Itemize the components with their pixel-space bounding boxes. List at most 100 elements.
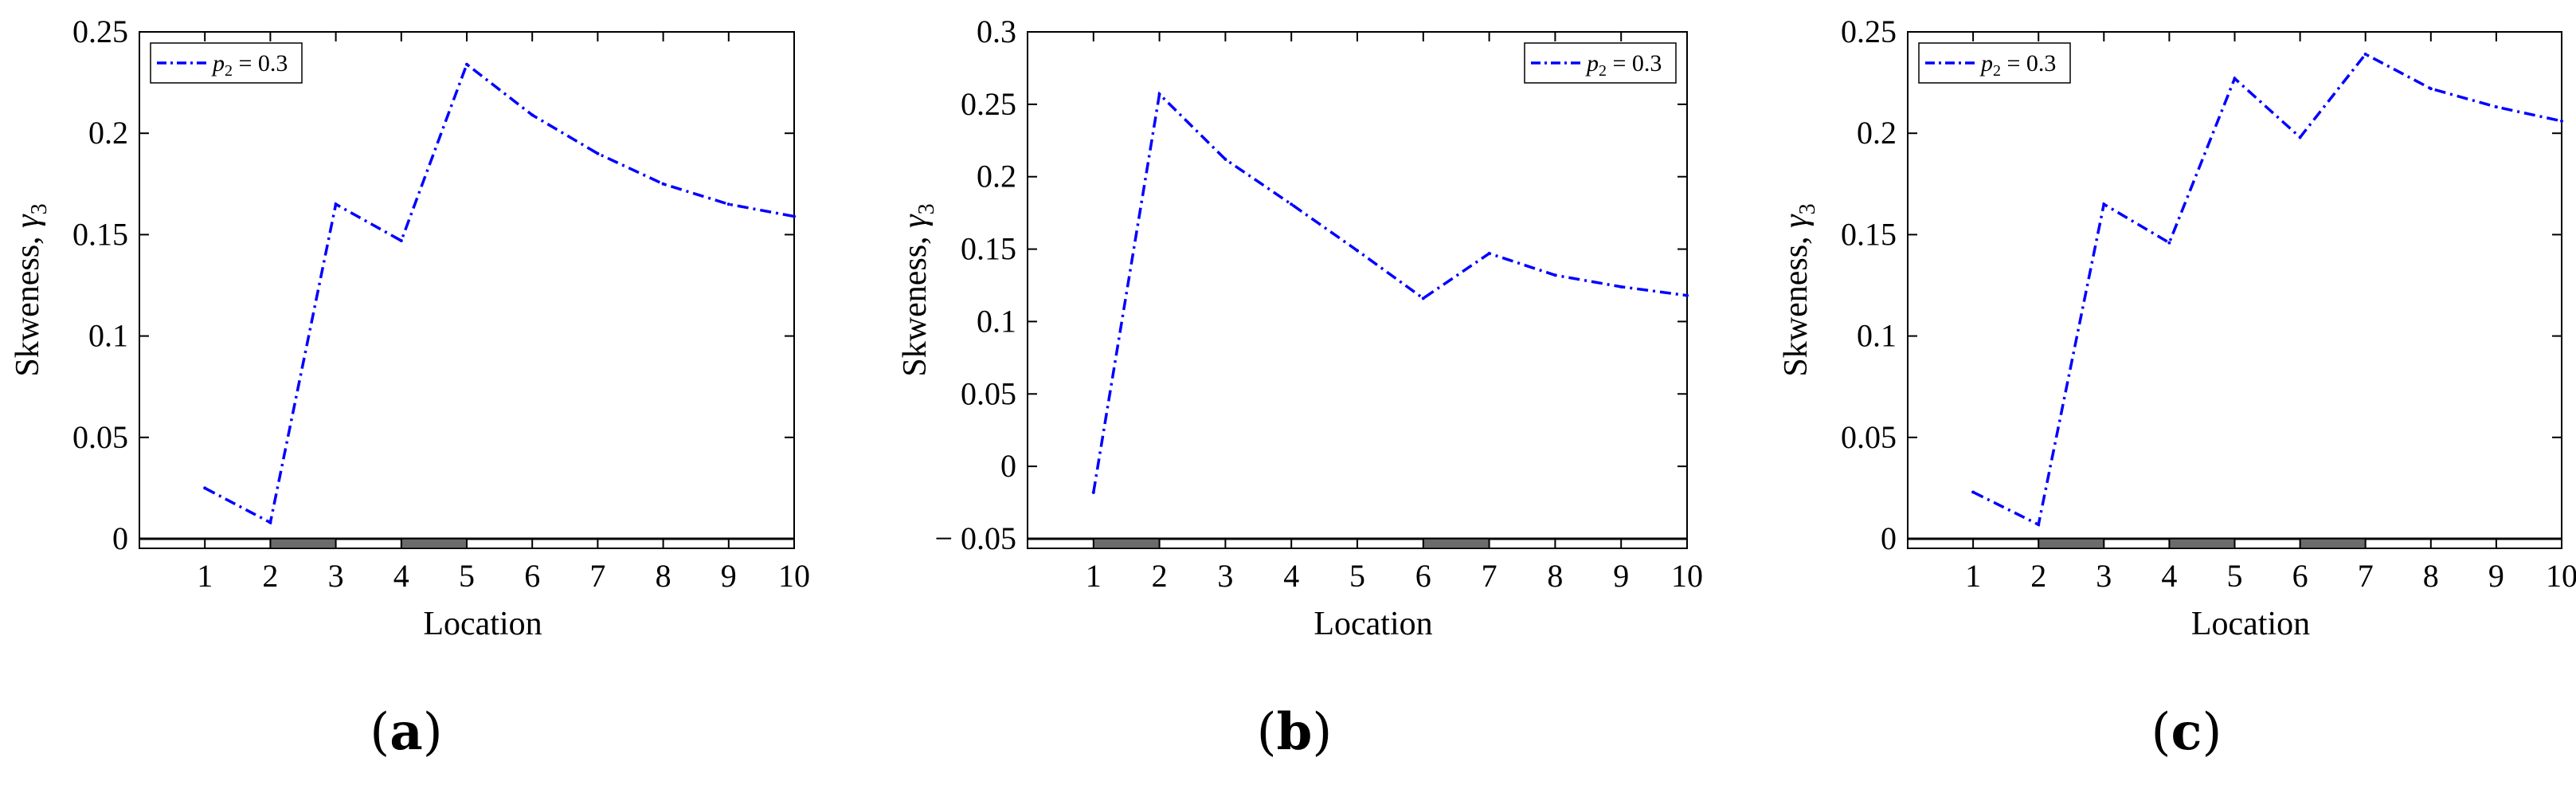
x-tick-label: 7 — [589, 558, 605, 594]
series-point — [1487, 252, 1491, 256]
x-tick-label: 9 — [721, 558, 737, 594]
series-point — [2298, 135, 2302, 139]
series-point — [1619, 285, 1623, 289]
series-point — [2429, 87, 2433, 91]
series-point — [1971, 490, 1975, 494]
plot-frame — [1907, 31, 2562, 549]
legend: p2 = 0.3 — [1524, 42, 1677, 84]
x-tick-label: 7 — [1482, 558, 1497, 594]
series-point — [203, 486, 207, 490]
damaged-element-2 — [401, 538, 468, 549]
x-tick-label: 7 — [2358, 558, 2374, 594]
y-axis-label: Skweness, γ3 — [10, 203, 52, 376]
series-point — [2363, 52, 2367, 56]
legend-box — [1524, 42, 1677, 84]
series-point — [1685, 293, 1689, 297]
x-tick-label: 9 — [2488, 558, 2504, 594]
y-tick-label: 0.2 — [1857, 115, 1897, 151]
x-tick-label: 8 — [1547, 558, 1563, 594]
legend-label: p2 = 0.3 — [1979, 50, 2056, 80]
x-tick-label: 10 — [778, 558, 810, 594]
y-tick-label: 0 — [1000, 448, 1016, 484]
x-tick-label: 1 — [1965, 558, 1981, 594]
x-axis-label: Location — [423, 606, 542, 642]
y-tick-label: 0 — [1881, 520, 1897, 556]
plot-frame — [1027, 31, 1688, 549]
x-tick-label: 5 — [1349, 558, 1365, 594]
legend: p2 = 0.3 — [1918, 42, 2071, 84]
series-point — [1356, 249, 1359, 253]
y-axis-label: Skweness, γ3 — [1778, 203, 1820, 376]
x-tick-label: 6 — [524, 558, 540, 594]
series-point — [1223, 157, 1227, 161]
chart-panel-c: 0 0.05 0.1 0.15 0.2 0.25 1 2 3 4 5 6 7 8 9 10 Location Sk… — [1778, 14, 2576, 762]
x-tick-label: 5 — [2227, 558, 2243, 594]
series-point — [661, 182, 665, 186]
series-point — [2167, 241, 2171, 245]
x-tick-label: 1 — [197, 558, 213, 594]
series-point — [2037, 523, 2041, 527]
y-tick-label: 0.1 — [977, 303, 1016, 339]
y-tick-label: 0.05 — [1841, 419, 1897, 455]
y-tick-label: 0.25 — [1841, 14, 1897, 49]
series-point — [1553, 273, 1557, 277]
series-point — [596, 151, 600, 155]
x-tick-label: 4 — [2161, 558, 2177, 594]
damaged-element-3 — [2299, 538, 2367, 549]
y-tick-label: 0.1 — [88, 318, 128, 354]
x-tick-label: 5 — [459, 558, 475, 594]
legend-label: p2 = 0.3 — [1585, 50, 1662, 80]
legend: p2 = 0.3 — [150, 42, 303, 84]
x-tick-label: 8 — [2423, 558, 2439, 594]
x-tick-label: 2 — [262, 558, 278, 594]
series-point — [2102, 202, 2106, 206]
x-tick-label: 9 — [1613, 558, 1629, 594]
panel-caption: (a) — [370, 702, 442, 762]
y-tick-label: 0.3 — [977, 14, 1016, 49]
series-point — [1091, 490, 1095, 494]
x-tick-label: 2 — [1152, 558, 1168, 594]
y-tick-label: 0.1 — [1857, 318, 1897, 354]
legend-box — [150, 42, 303, 84]
x-tick-label: 2 — [2030, 558, 2046, 594]
panel-caption: (c) — [2151, 702, 2222, 762]
chart-panel-a: 0 0.05 0.1 0.15 0.2 0.25 1 2 3 4 5 6 7 8 9 10 Location Sk… — [10, 14, 810, 762]
damaged-element-1 — [269, 538, 337, 549]
legend-box — [1918, 42, 2071, 84]
y-tick-label: 0.2 — [88, 115, 128, 151]
x-tick-label: 6 — [2292, 558, 2308, 594]
series-point — [726, 202, 730, 206]
damaged-element-2 — [2168, 538, 2236, 549]
x-tick-label: 10 — [1671, 558, 1703, 594]
series-point — [334, 202, 338, 206]
y-tick-label: 0.25 — [72, 14, 128, 49]
panel-caption: (b) — [1257, 702, 1333, 762]
series-point — [1421, 296, 1425, 300]
x-tick-label: 4 — [393, 558, 409, 594]
series-point — [530, 113, 534, 117]
series-point — [793, 214, 796, 218]
series-point — [268, 520, 272, 524]
y-axis-label: Skweness, γ3 — [897, 203, 939, 376]
series-point — [2233, 77, 2237, 80]
series-point — [399, 239, 403, 243]
series-point — [465, 62, 468, 66]
x-tick-label: 3 — [328, 558, 344, 594]
legend-label: p2 = 0.3 — [211, 50, 288, 80]
damaged-element-2 — [1423, 538, 1490, 549]
damaged-element-1 — [2038, 538, 2105, 549]
x-tick-label: 3 — [2096, 558, 2112, 594]
chart-panel-b: − 0.05 0 0.05 0.1 0.15 0.2 0.25 0.3 1 2 3 4 5 6 7 8 9 10 L… — [897, 14, 1703, 762]
series-line-1 — [1972, 52, 2562, 527]
x-axis-label: Location — [2191, 606, 2310, 642]
plot-frame — [139, 31, 795, 549]
y-tick-label: − 0.05 — [934, 520, 1016, 556]
x-tick-label: 8 — [656, 558, 671, 594]
series-point — [1290, 202, 1294, 206]
y-tick-label: 0.15 — [961, 231, 1016, 267]
y-tick-label: 0.15 — [1841, 216, 1897, 252]
series-point — [1157, 92, 1161, 96]
x-tick-label: 6 — [1415, 558, 1431, 594]
y-tick-label: 0 — [112, 520, 128, 556]
series-line-1 — [1092, 91, 1688, 493]
